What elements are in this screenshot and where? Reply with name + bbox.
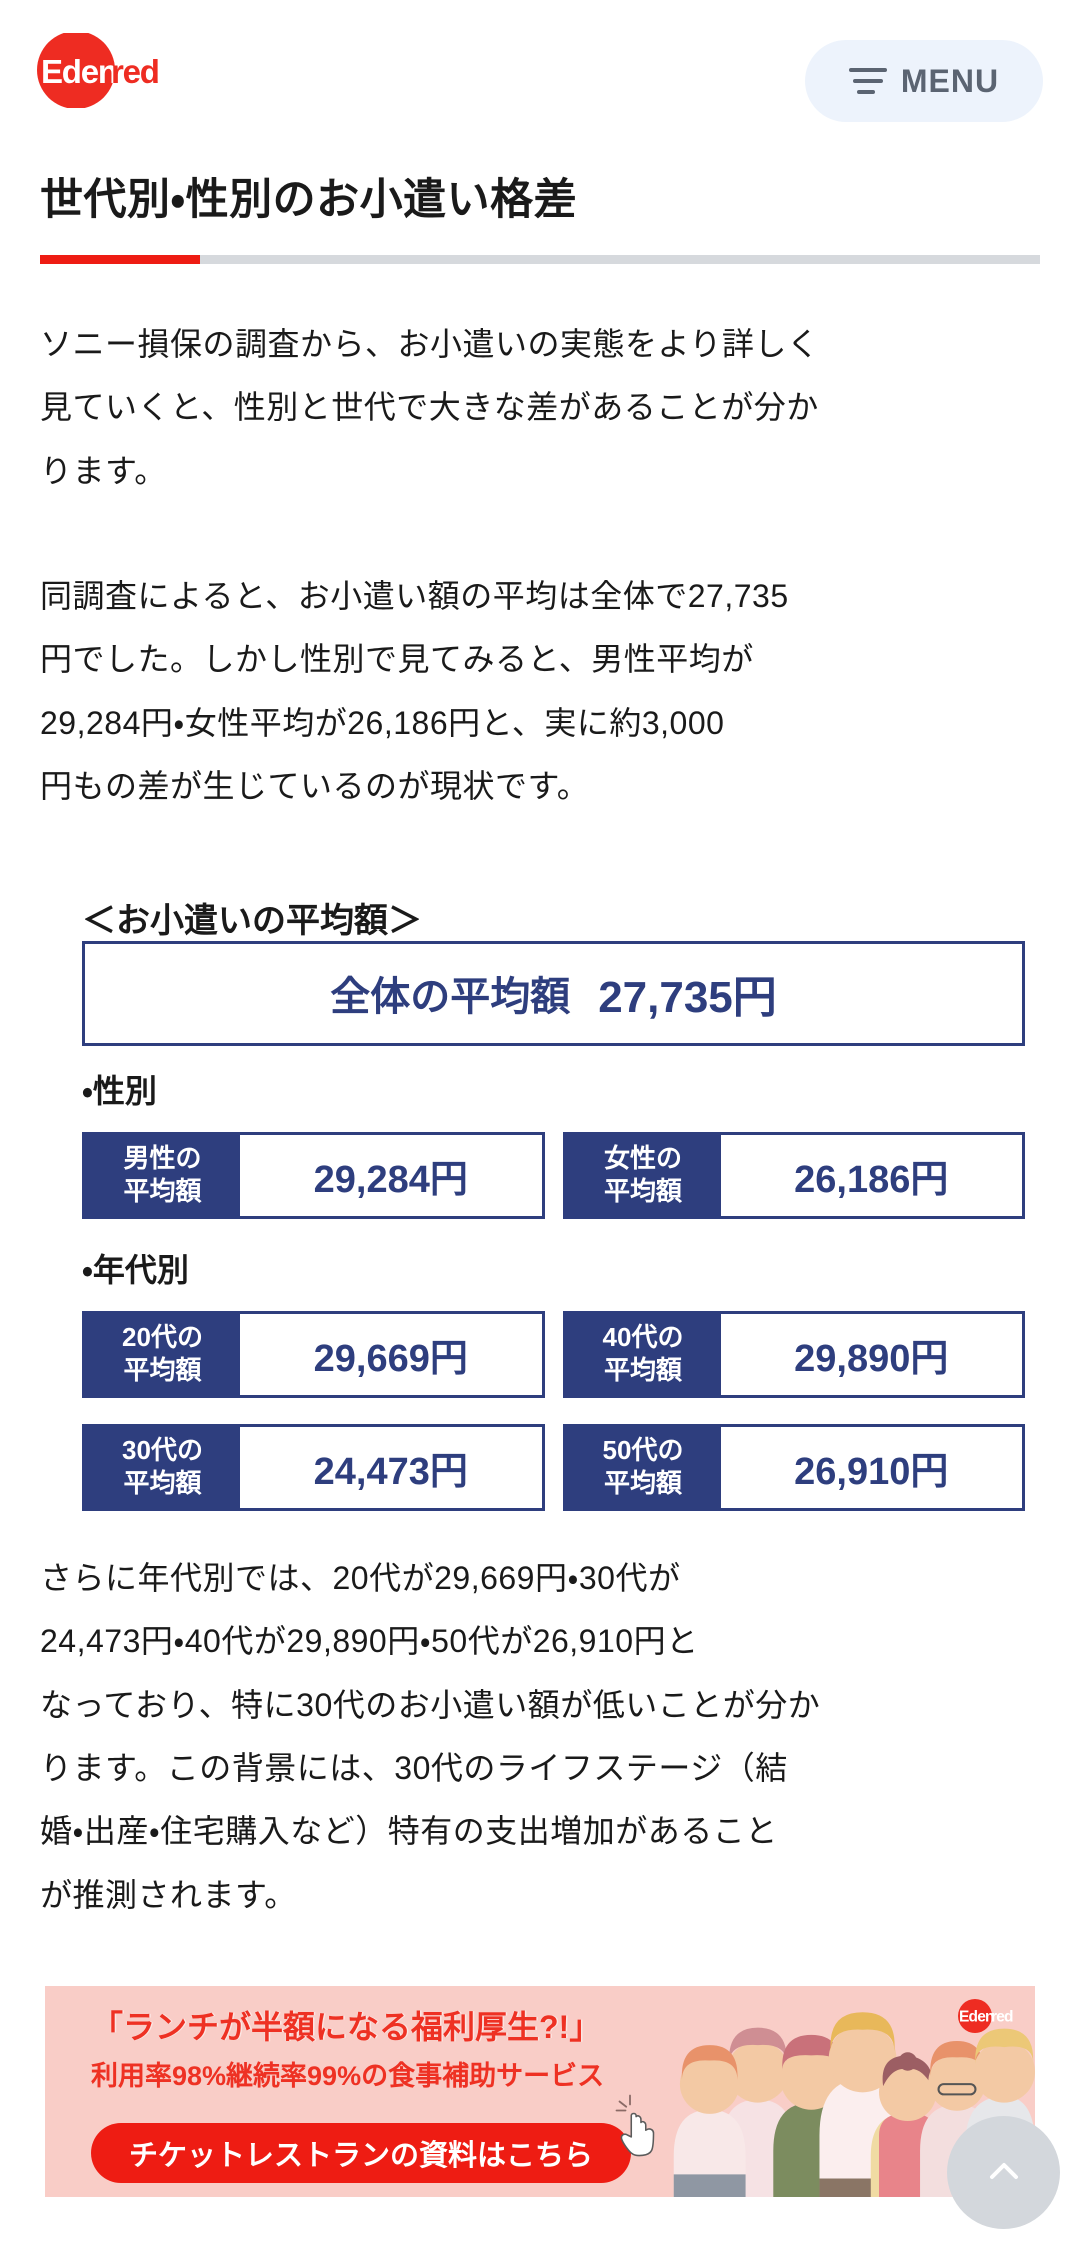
svg-text:Eden: Eden bbox=[41, 53, 117, 90]
svg-text:red: red bbox=[111, 53, 159, 90]
